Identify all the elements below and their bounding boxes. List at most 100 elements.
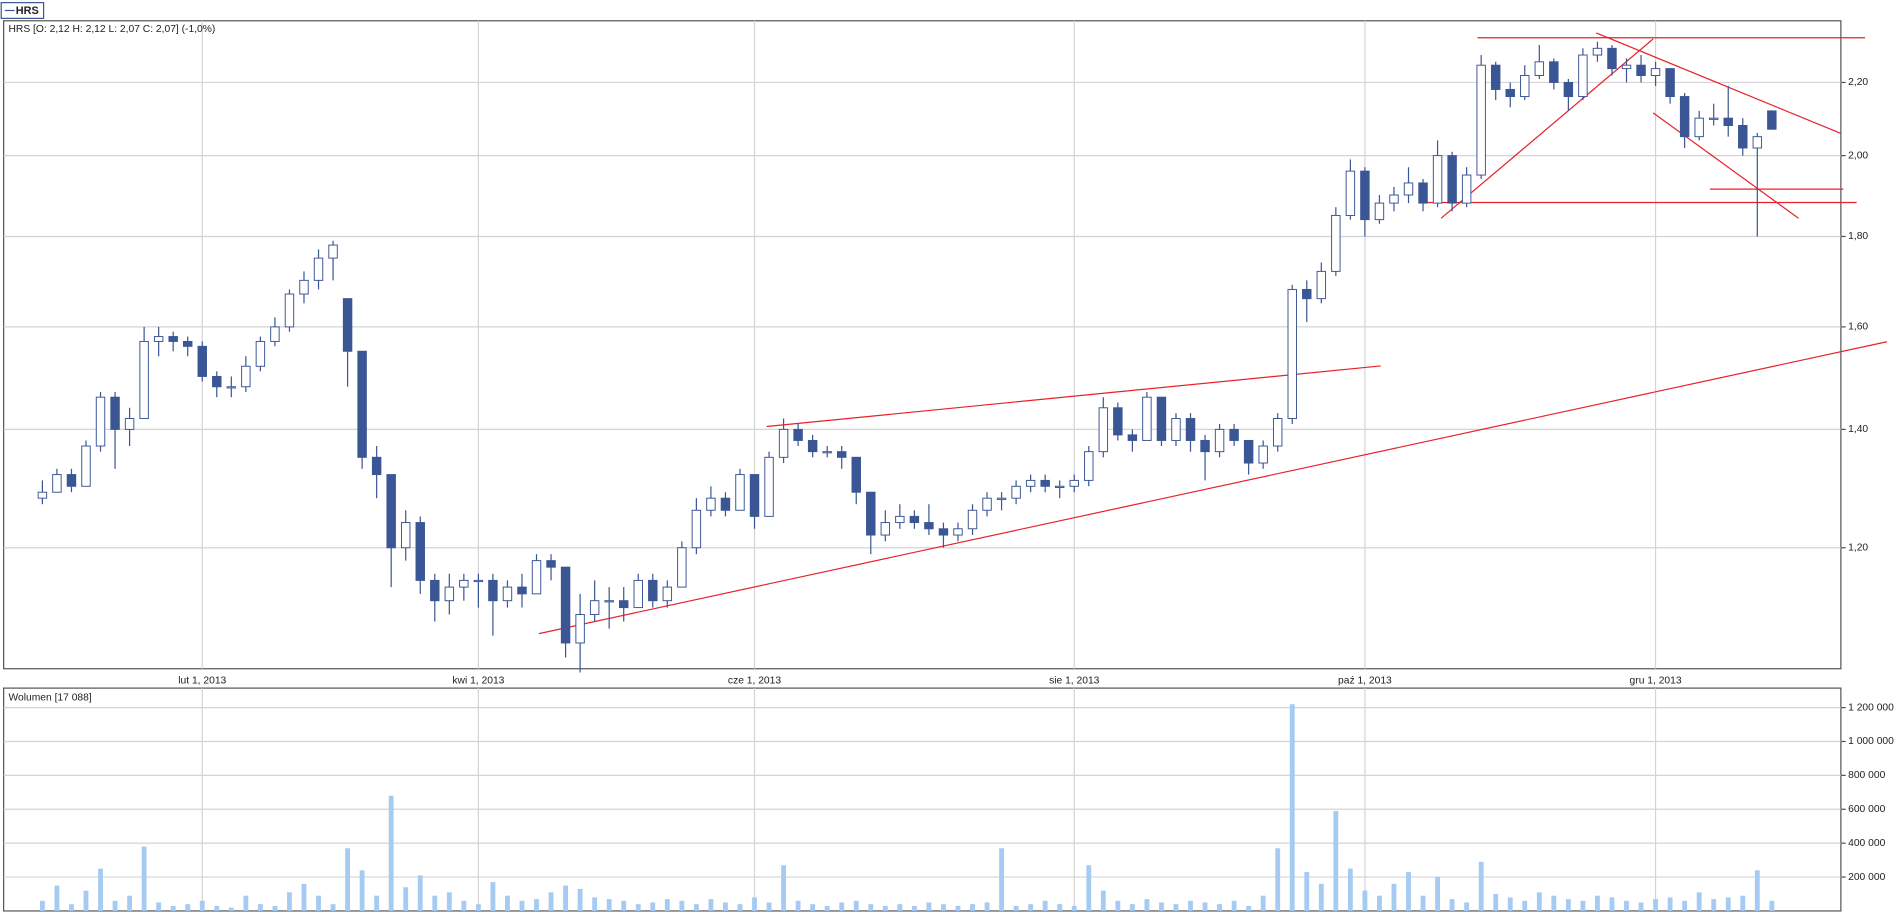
volume-bar (766, 902, 772, 911)
candle-body (720, 497, 731, 511)
candle-body (212, 375, 222, 388)
volume-bar (1551, 895, 1557, 911)
volume-bar (432, 895, 438, 911)
candle-body (1461, 174, 1472, 204)
y-tick-label: 1 200 000 (1848, 702, 1894, 713)
volume-bar (1333, 810, 1339, 911)
y-tick-label: 800 000 (1848, 770, 1885, 781)
y-tick-label: 1,40 (1848, 424, 1868, 435)
volume-bar (1347, 868, 1353, 911)
volume-bar (1740, 895, 1746, 911)
candle-body (735, 474, 745, 511)
candle-body (284, 293, 295, 328)
volume-bar (490, 882, 496, 911)
volume-bar (519, 900, 525, 911)
y-tick-label: 2,20 (1848, 77, 1868, 88)
candle-body (1084, 451, 1094, 481)
candle-body (1549, 61, 1559, 83)
volume-bar (737, 904, 743, 911)
volume-bar (1202, 902, 1208, 911)
volume-bar (141, 846, 147, 911)
x-tick-label: gru 1, 2013 (1630, 676, 1682, 687)
volume-bar (679, 900, 685, 911)
volume-bar (1420, 895, 1426, 911)
candle-body (1229, 428, 1239, 441)
candle-body (996, 497, 1007, 500)
volume-bar (1667, 897, 1673, 911)
volume-bar (69, 904, 74, 911)
volume-bar (461, 900, 467, 911)
candle-body (909, 515, 920, 524)
volume-bar (1071, 905, 1077, 911)
volume-bar (54, 885, 60, 911)
candle-body (81, 445, 91, 487)
x-tick-label: kwi 1, 2013 (452, 676, 504, 687)
y-tick-label: 1,20 (1848, 542, 1868, 553)
volume-bar (446, 892, 452, 911)
volume-bar (752, 897, 757, 911)
candle-body (415, 522, 425, 581)
y-tick-label: 2,00 (1848, 150, 1868, 161)
candle-body (270, 326, 280, 342)
candle-body (1752, 136, 1763, 149)
candle-body (66, 474, 77, 487)
volume-panel (3, 687, 1842, 912)
volume-bar (417, 875, 423, 911)
candle-body (1694, 117, 1704, 138)
candle-body (1243, 439, 1254, 464)
volume-bar (228, 907, 234, 911)
volume-bar (534, 899, 539, 911)
legend[interactable] (0, 2, 45, 19)
candle-body (1403, 182, 1414, 196)
volume-bar (1129, 904, 1135, 911)
candle-body (386, 474, 396, 549)
candle-body (342, 298, 353, 352)
volume-bar (1173, 904, 1179, 911)
volume-bar (882, 905, 888, 911)
candle-body (1723, 117, 1733, 126)
trend-line (1595, 32, 1842, 134)
volume-bar (1086, 865, 1092, 911)
candle-body (1476, 64, 1486, 176)
candle-body (1534, 61, 1545, 76)
x-tick-label: sie 1, 2013 (1049, 676, 1100, 687)
volume-title: Wolumen [17 088] (8, 693, 91, 704)
candle-body (1113, 407, 1123, 436)
volume-bar (941, 904, 946, 911)
candle-body (1331, 214, 1341, 272)
chart-title: HRS [O: 2,12 H: 2,12 L: 2,07 C: 2,07] (-… (8, 24, 215, 35)
volume-bar (1115, 900, 1121, 911)
candle-body (459, 579, 469, 588)
volume-bar (127, 895, 133, 911)
candle-body (953, 528, 963, 536)
volume-bar (1318, 883, 1324, 911)
candle-body (807, 439, 818, 453)
volume-bar (330, 904, 336, 911)
candle-body (793, 428, 803, 441)
volume-bar (810, 904, 816, 911)
volume-bar (98, 868, 103, 911)
trend-line (1652, 112, 1799, 219)
candle-body (706, 497, 716, 511)
candle-body (1592, 47, 1603, 56)
candle-body (357, 350, 367, 458)
volume-bar (345, 848, 351, 911)
candle-body (1127, 434, 1138, 441)
candle-body (618, 600, 629, 609)
candle-body (1200, 439, 1210, 453)
legend-label: HRS (16, 5, 39, 17)
volume-bar (388, 795, 394, 911)
y-tick-label: 200 000 (1848, 872, 1885, 883)
trend-line (1440, 38, 1654, 219)
candle-body (502, 586, 513, 602)
candle-body (1360, 170, 1370, 221)
candle-body (1679, 96, 1690, 138)
volume-bar (1013, 905, 1019, 911)
volume-bar (1522, 900, 1528, 911)
candle-body (1302, 288, 1312, 300)
candle-body (299, 279, 309, 295)
volume-bar (781, 865, 787, 911)
candle-body (37, 491, 48, 499)
volume-bar (475, 904, 481, 911)
y-tick-label: 600 000 (1848, 804, 1885, 815)
